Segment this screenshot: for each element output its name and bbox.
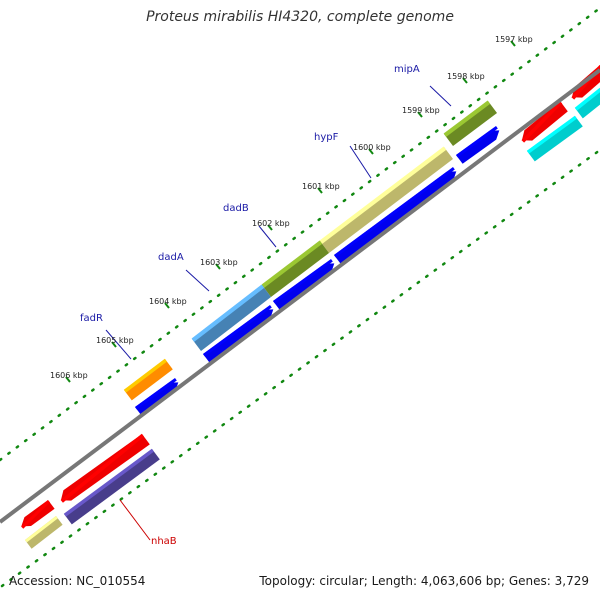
feature-hypF-cog bbox=[319, 146, 453, 253]
leader-line bbox=[258, 225, 277, 248]
tick-mark bbox=[417, 111, 423, 118]
map-title: Proteus mirabilis HI4320, complete genom… bbox=[146, 9, 454, 25]
feature-dadA-cog bbox=[191, 284, 271, 351]
tick-label: 1599 kbp bbox=[402, 106, 440, 115]
tick-mark bbox=[462, 77, 468, 84]
feature-right-cds-1 bbox=[521, 100, 568, 143]
tick-label: 1606 kbp bbox=[50, 371, 88, 380]
leader-line bbox=[185, 269, 210, 292]
accession-text: Accession: NC_010554 bbox=[9, 574, 146, 588]
feature-left-cog bbox=[24, 515, 63, 549]
gene-label-dadA: dadA bbox=[158, 252, 184, 263]
gene-label-hypF: hypF bbox=[314, 132, 339, 143]
genome-backbone bbox=[0, 68, 600, 524]
feature-hypF-cds bbox=[333, 166, 457, 264]
gene-label-dadB: dadB bbox=[223, 203, 249, 214]
ruler-dots bbox=[0, 6, 600, 588]
gene-label-nhaB: nhaB bbox=[151, 536, 177, 547]
feature-mipA-cds bbox=[455, 125, 500, 164]
feature-dadA-cds bbox=[202, 304, 274, 363]
tick-mark bbox=[267, 224, 273, 231]
tick-label: 1605 kbp bbox=[96, 336, 134, 345]
tick-mark bbox=[111, 341, 117, 348]
tick-marks bbox=[65, 40, 516, 383]
features bbox=[21, 65, 600, 549]
feature-right-cog-1 bbox=[526, 115, 583, 162]
feature-fadR-cds bbox=[134, 377, 179, 416]
gene-labels: mipA hypF dadB dadA fadR nhaB bbox=[80, 64, 452, 547]
tick-label: 1601 kbp bbox=[302, 182, 340, 191]
tick-label: 1603 kbp bbox=[200, 258, 238, 267]
tick-labels: 1597 kbp 1598 kbp 1599 kbp 1600 kbp 1601 kbp… bbox=[50, 35, 533, 380]
tick-label: 1604 kbp bbox=[149, 297, 187, 306]
tick-mark bbox=[65, 376, 71, 383]
tick-mark bbox=[215, 263, 221, 270]
genome-summary-text: Topology: circular; Length: 4,063,606 bp… bbox=[259, 574, 589, 588]
tick-label: 1598 kbp bbox=[447, 72, 485, 81]
feature-dadB-cds bbox=[272, 258, 335, 310]
feature-mipA-cog bbox=[443, 100, 497, 146]
gene-label-fadR: fadR bbox=[80, 313, 103, 324]
feature-left-cds bbox=[21, 500, 55, 529]
feature-nhaB-cog bbox=[63, 448, 160, 525]
tick-mark bbox=[317, 187, 323, 194]
feature-right-cog-2 bbox=[574, 87, 600, 119]
gene-label-mipA: mipA bbox=[394, 64, 420, 75]
feature-fadR-cog bbox=[123, 358, 173, 401]
feature-dadB-cog bbox=[261, 240, 329, 297]
tick-label: 1597 kbp bbox=[495, 35, 533, 44]
leader-line bbox=[105, 329, 132, 360]
feature-nhaB-cds bbox=[60, 433, 150, 503]
leader-line bbox=[429, 85, 452, 107]
leader-line bbox=[349, 145, 372, 179]
leader-line bbox=[119, 499, 151, 541]
tick-label: 1602 kbp bbox=[252, 219, 290, 228]
tick-mark bbox=[164, 302, 170, 309]
tick-mark bbox=[510, 40, 516, 47]
tick-mark bbox=[368, 148, 374, 155]
tick-label: 1600 kbp bbox=[353, 143, 391, 152]
